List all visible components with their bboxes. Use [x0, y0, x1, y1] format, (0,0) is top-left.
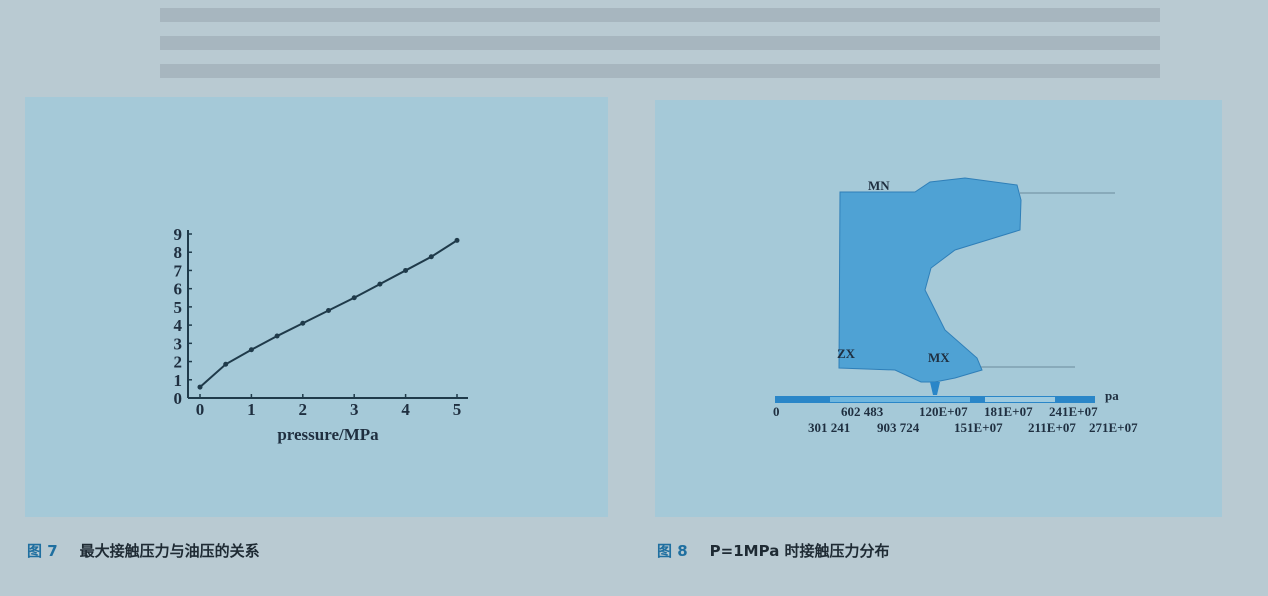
y-tick-label: 6 [174, 280, 183, 299]
scale-label: 181E+07 [984, 404, 1033, 419]
label-mx: MX [928, 350, 950, 365]
data-point [377, 281, 383, 287]
data-point [223, 361, 229, 367]
y-tick-label: 8 [174, 243, 183, 262]
figure-8-caption: 图 8 P=1MPa 时接触压力分布 [657, 540, 890, 561]
background-text [160, 8, 1160, 78]
data-point [300, 320, 306, 326]
y-tick-label: 0 [174, 389, 183, 408]
scale-label: 0 [773, 404, 780, 419]
data-point [248, 347, 254, 353]
unit-label: pa [1105, 388, 1119, 403]
scale-label: 241E+07 [1049, 404, 1098, 419]
seal-shape [838, 177, 1022, 383]
y-tick-label: 7 [174, 261, 183, 280]
color-scale-segment [830, 397, 970, 402]
y-tick-label: 1 [174, 371, 183, 390]
contact-pressure-diagram: MN ZX MX pa 0 602 483 120E+07 181E+07 24… [773, 177, 1138, 435]
color-scale-segment [985, 397, 1055, 402]
data-point [197, 384, 203, 390]
figure-8-caption-text: P=1MPa 时接触压力分布 [709, 542, 890, 560]
figure-8-label: 图 8 [657, 542, 688, 560]
x-tick-label: 3 [350, 400, 359, 419]
y-tick-label: 9 [174, 225, 183, 244]
x-tick-label: 0 [196, 400, 205, 419]
x-tick-label: 2 [299, 400, 308, 419]
x-tick-label: 1 [247, 400, 256, 419]
scale-label: 271E+07 [1089, 420, 1138, 435]
data-point [403, 267, 409, 273]
y-tick-label: 5 [174, 298, 183, 317]
data-line [199, 239, 458, 388]
label-zx: ZX [837, 346, 856, 361]
figure-7-label: 图 7 [27, 542, 58, 560]
scale-label: 211E+07 [1028, 420, 1076, 435]
data-point [428, 254, 434, 260]
scale-label: 151E+07 [954, 420, 1003, 435]
label-mn: MN [868, 178, 890, 193]
data-point [454, 237, 460, 243]
figure-7-panel: 0 1 2 3 4 5 0 1 2 3 4 5 6 7 8 9 pressure/MPa [25, 97, 608, 517]
figure-7-caption: 图 7 最大接触压力与油压的关系 [27, 540, 260, 561]
contact-spike [930, 382, 940, 395]
figure-8-panel: MN ZX MX pa 0 602 483 120E+07 181E+07 24… [655, 100, 1222, 517]
y-tick-label: 3 [174, 334, 183, 353]
data-point [326, 308, 331, 314]
scale-label: 602 483 [841, 404, 884, 419]
data-point [351, 295, 357, 301]
scale-label: 301 241 [808, 420, 850, 435]
y-tick-label: 2 [174, 353, 183, 372]
scale-label: 903 724 [877, 420, 920, 435]
scale-label: 120E+07 [919, 404, 968, 419]
y-tick-label: 4 [174, 316, 183, 335]
figure-7-caption-text: 最大接触压力与油压的关系 [79, 542, 260, 560]
x-tick-label: 5 [453, 400, 462, 419]
x-tick-label: 4 [401, 400, 410, 419]
data-point [274, 333, 280, 339]
x-axis-label: pressure/MPa [277, 425, 379, 444]
